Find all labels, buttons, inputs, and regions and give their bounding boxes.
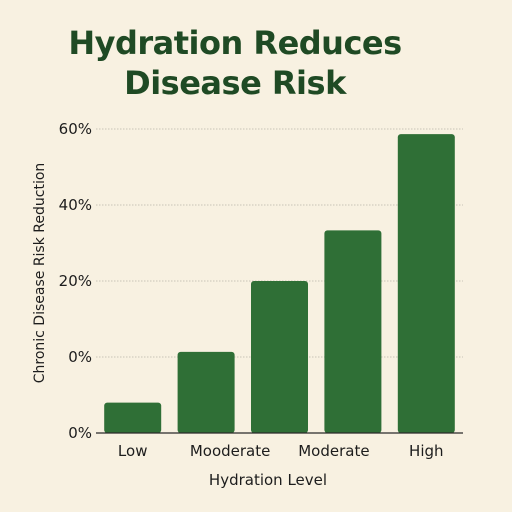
y-tick-label: 60%	[59, 120, 92, 138]
x-tick-layer: Low Mooderate Moderate High	[118, 442, 444, 460]
x-axis-label: Hydration Level	[209, 471, 327, 489]
chart-title-line-2: Disease Risk	[124, 64, 346, 102]
bar	[177, 351, 235, 433]
x-tick-label: Mooderate	[190, 442, 271, 460]
x-tick-label: Low	[118, 442, 148, 460]
y-tick-label: 40%	[59, 196, 92, 214]
y-tick-label: 20%	[59, 272, 92, 290]
y-tick-label: 0%	[68, 348, 92, 366]
bar	[104, 402, 162, 433]
x-tick-label: High	[409, 442, 443, 460]
y-tick-layer: 0% 0% 20% 40% 60%	[59, 120, 92, 442]
bar-layer	[104, 134, 455, 434]
bar	[397, 134, 455, 434]
chart-title-line-1: Hydration Reduces	[68, 24, 402, 62]
y-tick-label: 0%	[68, 424, 92, 442]
bar	[251, 281, 308, 433]
bar	[324, 230, 382, 433]
y-axis-label: Chronic Disease Risk Reduction	[32, 163, 48, 384]
x-tick-label: Moderate	[298, 442, 369, 460]
